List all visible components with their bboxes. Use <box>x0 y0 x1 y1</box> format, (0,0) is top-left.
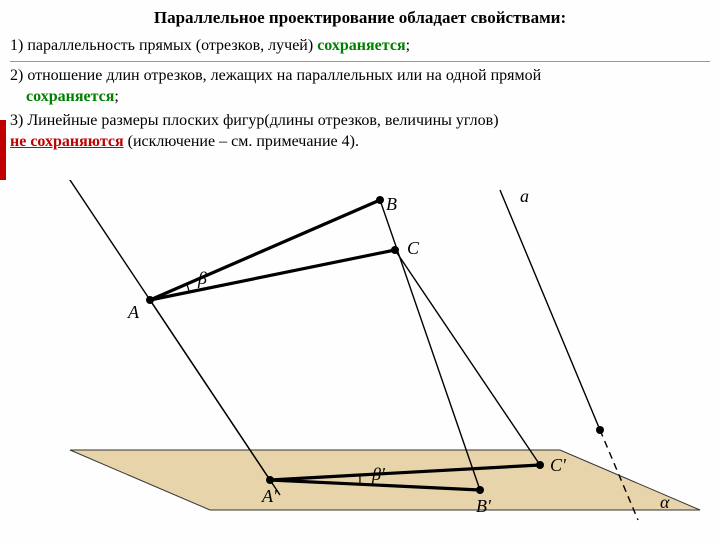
p3-text: 3) Линейные размеры плоских фигур(длины … <box>10 112 499 129</box>
point-b <box>376 196 384 204</box>
point-a <box>146 296 154 304</box>
accent-bar <box>0 120 6 180</box>
point-a-intersect <box>596 426 604 434</box>
p1-tail: ; <box>406 37 410 54</box>
point-ap <box>266 476 274 484</box>
line-through-a <box>60 180 280 495</box>
label-ap: A' <box>262 486 277 507</box>
projection-ray-b <box>380 200 480 490</box>
p1-preserved: сохраняется <box>317 37 405 54</box>
point-bp <box>476 486 484 494</box>
property-3: 3) Линейные размеры плоских фигур(длины … <box>10 111 710 153</box>
segment-ac <box>150 250 395 300</box>
plane-alpha <box>70 450 700 510</box>
p1-text: 1) параллельность прямых (отрезков, луче… <box>10 37 317 54</box>
page-title: Параллельное проектирование обладает сво… <box>10 8 710 28</box>
diagram-svg <box>0 180 720 540</box>
label-a: A <box>128 302 139 323</box>
label-bp: B' <box>476 496 491 517</box>
label-alpha: α <box>660 492 669 513</box>
p2-text: 2) отношение длин отрезков, лежащих на п… <box>10 67 541 84</box>
text-content: Параллельное проектирование обладает сво… <box>0 0 720 153</box>
label-line-a: a <box>520 186 529 207</box>
p2-preserved: сохраняется <box>26 88 114 105</box>
p3-notpreserved: не сохраняются <box>10 133 124 150</box>
divider <box>10 61 710 62</box>
label-b: B <box>386 194 397 215</box>
property-2: 2) отношение длин отрезков, лежащих на п… <box>10 66 710 108</box>
p2-tail: ; <box>114 88 118 105</box>
label-cp: C' <box>550 455 566 476</box>
segment-ab <box>150 200 380 300</box>
line-a-above <box>500 190 600 430</box>
property-1: 1) параллельность прямых (отрезков, луче… <box>10 36 710 57</box>
p3-tail: (исключение – см. примечание 4). <box>124 133 359 150</box>
point-cp <box>536 461 544 469</box>
label-c: C <box>407 238 419 259</box>
label-betap: β' <box>372 464 385 485</box>
diagram: A B C A' B' C' a α β β' <box>0 180 720 540</box>
label-beta: β <box>198 268 207 289</box>
projection-ray-c <box>395 250 540 465</box>
point-c <box>391 246 399 254</box>
